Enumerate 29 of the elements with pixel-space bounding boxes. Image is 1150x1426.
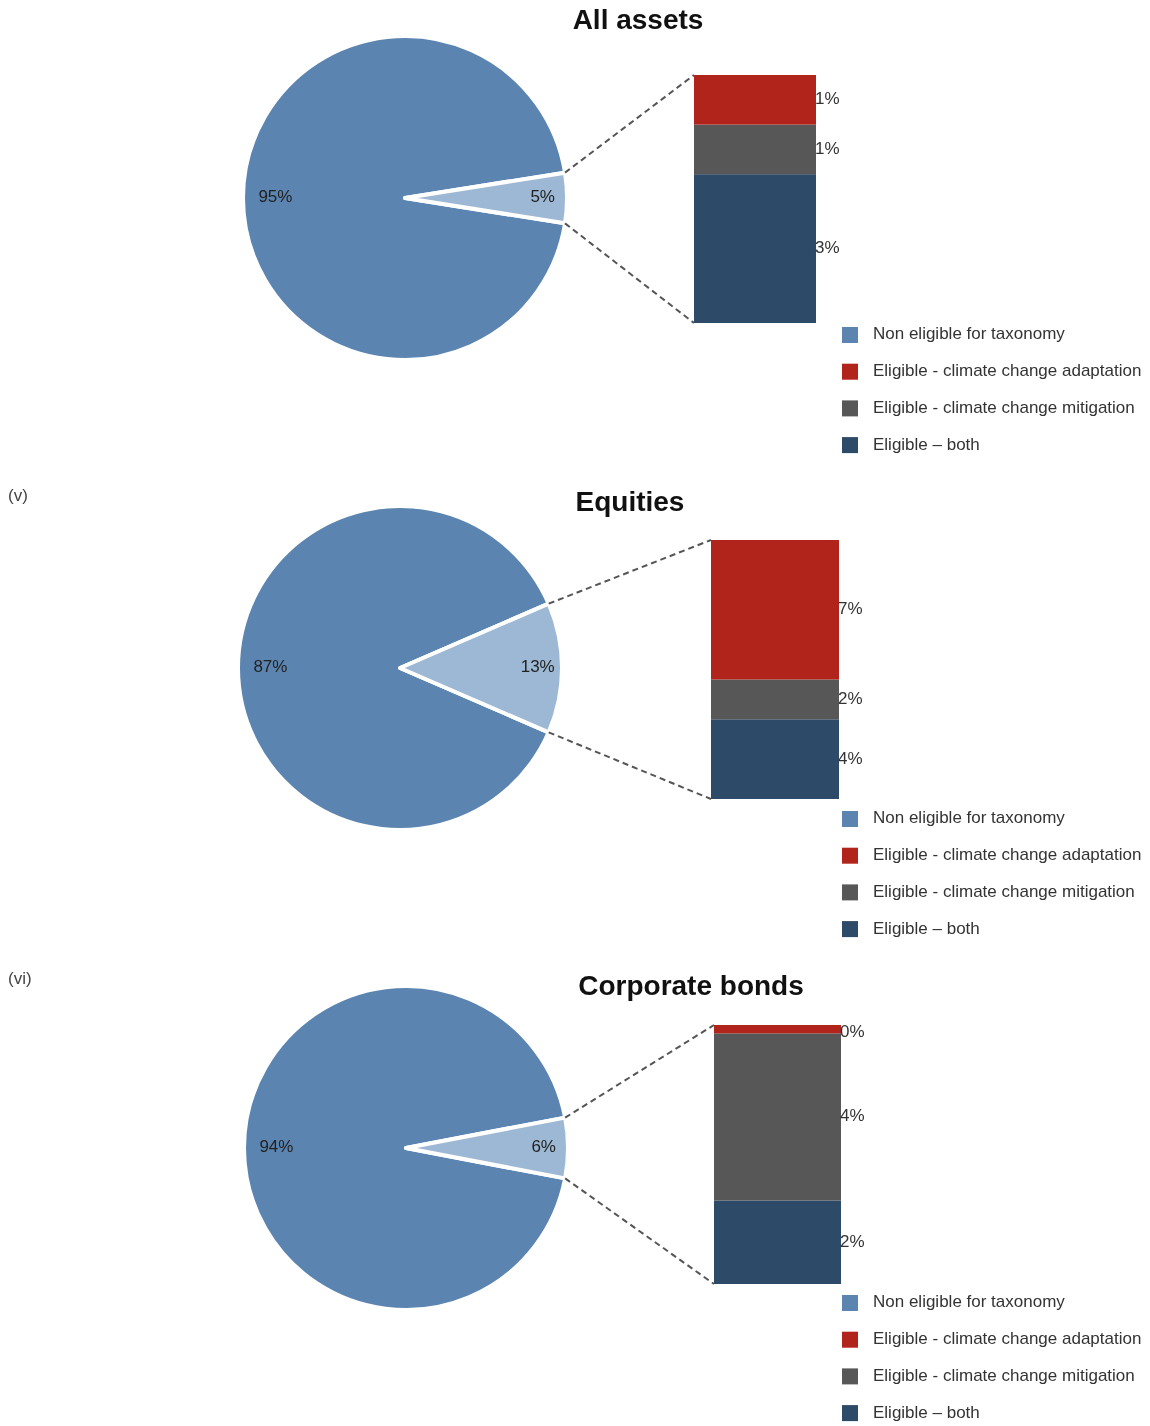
data-label: 2% — [838, 688, 863, 708]
legend-label: Non eligible for taxonomy — [873, 324, 1066, 344]
chart-title: Equities — [575, 486, 685, 518]
data-label: 87% — [253, 657, 288, 677]
legend-label: Eligible – both — [873, 918, 980, 938]
legend-label: Eligible - climate change mitigation — [873, 881, 1135, 901]
data-label: 7% — [838, 599, 863, 619]
text: (v) — [8, 486, 28, 506]
data-label: 6% — [531, 1137, 556, 1157]
text: (vi) — [8, 969, 32, 989]
data-label: 1% — [815, 138, 840, 158]
legend-label: Eligible - climate change adaptation — [873, 845, 1142, 865]
chart-title: All assets — [572, 4, 704, 36]
legend-label: Non eligible for taxonomy — [873, 1292, 1066, 1312]
data-label: 95% — [258, 187, 293, 207]
legend-label: Eligible – both — [873, 1402, 980, 1422]
legend-label: Eligible - climate change mitigation — [873, 1365, 1135, 1385]
legend-label: Eligible – both — [873, 434, 980, 454]
legend-label: Eligible - climate change adaptation — [873, 1329, 1142, 1349]
data-label: 1% — [815, 89, 840, 109]
legend-label: Non eligible for taxonomy — [873, 808, 1066, 828]
data-label: 94% — [259, 1137, 294, 1157]
chart-title: Corporate bonds — [578, 970, 804, 1002]
data-label: 13% — [520, 657, 555, 677]
data-label: 5% — [530, 187, 555, 207]
legend-label: Eligible - climate change adaptation — [873, 361, 1142, 381]
data-label: 3% — [815, 238, 840, 258]
legend-label: Eligible - climate change mitigation — [873, 397, 1135, 417]
data-label: 2% — [840, 1231, 865, 1251]
